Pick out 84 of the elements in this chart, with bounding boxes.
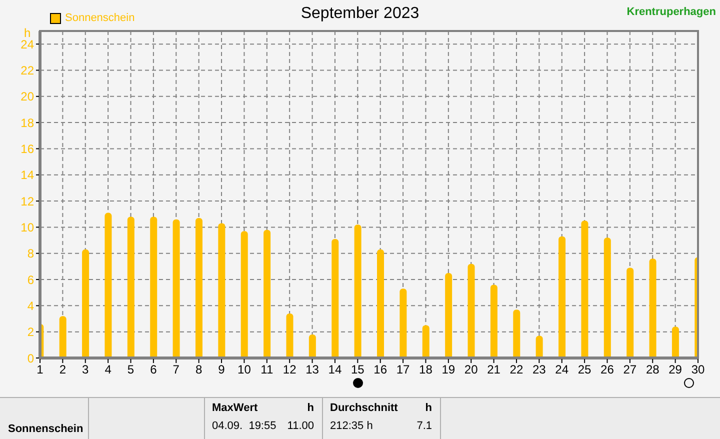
x-tick-label: 5 bbox=[127, 362, 134, 377]
bar bbox=[218, 223, 226, 358]
bar bbox=[127, 216, 134, 358]
x-tick-label: 8 bbox=[195, 362, 202, 377]
bar bbox=[82, 249, 90, 358]
x-tick-label: 25 bbox=[578, 362, 592, 377]
x-tick-label: 13 bbox=[306, 362, 320, 377]
bar bbox=[354, 224, 362, 358]
legend-label: Sonnenschein bbox=[65, 12, 135, 24]
x-tick-label: 24 bbox=[555, 362, 569, 377]
y-axis-title: h bbox=[24, 26, 31, 40]
x-tick-label: 2 bbox=[59, 362, 66, 377]
x-tick-label: 28 bbox=[646, 362, 660, 377]
text: 11.00 bbox=[287, 420, 314, 432]
x-tick-label: 22 bbox=[510, 362, 524, 377]
bar bbox=[332, 238, 339, 358]
y-tick-label: 8 bbox=[27, 246, 34, 261]
text: Sonnenschein bbox=[8, 423, 84, 435]
x-tick-label: 6 bbox=[150, 362, 158, 377]
y-tick-label: 12 bbox=[20, 194, 34, 208]
y-tick-label: 14 bbox=[20, 168, 34, 182]
x-tick-label: 19 bbox=[442, 362, 456, 377]
x-tick-label: 14 bbox=[328, 362, 342, 377]
bar bbox=[264, 230, 271, 358]
x-tick-label: 4 bbox=[104, 362, 112, 377]
y-tick-label: 24 bbox=[20, 37, 34, 52]
bar bbox=[377, 249, 384, 358]
text: 04.09. 19:55 bbox=[212, 420, 276, 432]
x-tick-label: 7 bbox=[172, 362, 180, 377]
bar bbox=[400, 288, 407, 358]
y-tick-label: 0 bbox=[27, 351, 34, 366]
text: h bbox=[307, 402, 314, 414]
x-tick-label: 9 bbox=[218, 362, 226, 377]
text: 212:35 h bbox=[330, 420, 373, 432]
y-tick-label: 18 bbox=[20, 116, 34, 130]
chart-title: September 2023 bbox=[300, 5, 420, 22]
x-tick-label: 20 bbox=[464, 362, 478, 377]
bar bbox=[649, 258, 656, 358]
x-tick-label: 30 bbox=[691, 362, 705, 377]
x-tick-label: 16 bbox=[374, 362, 388, 377]
x-tick-label: 18 bbox=[419, 362, 433, 377]
text: 7.1 bbox=[416, 420, 432, 432]
bar bbox=[468, 264, 475, 358]
y-tick-label: 20 bbox=[20, 90, 34, 104]
bar bbox=[490, 284, 498, 358]
bar bbox=[536, 336, 543, 358]
text: Durchschnitt bbox=[330, 402, 398, 414]
x-tick-label: 27 bbox=[623, 362, 637, 377]
bar bbox=[672, 326, 679, 358]
x-tick-label: 12 bbox=[282, 362, 297, 377]
bar bbox=[59, 316, 66, 358]
text: h bbox=[425, 402, 432, 414]
bar bbox=[558, 236, 566, 358]
bar bbox=[240, 231, 248, 358]
x-tick-label: 29 bbox=[668, 362, 682, 377]
y-tick-label: 2 bbox=[27, 325, 34, 340]
x-tick-label: 17 bbox=[396, 362, 410, 377]
bar bbox=[172, 219, 180, 358]
bar bbox=[604, 238, 611, 358]
bar bbox=[513, 310, 520, 358]
bar bbox=[195, 218, 202, 358]
bar bbox=[150, 216, 158, 358]
y-tick-label: 16 bbox=[20, 142, 34, 156]
text: Krentruperhagen bbox=[626, 6, 716, 18]
x-tick-label: 21 bbox=[487, 362, 501, 377]
x-tick-label: 3 bbox=[82, 362, 90, 377]
bar bbox=[286, 314, 294, 358]
x-tick-label: 1 bbox=[36, 362, 44, 377]
y-tick-label: 22 bbox=[20, 64, 34, 78]
y-tick-label: 10 bbox=[20, 220, 34, 234]
bar bbox=[422, 325, 430, 358]
x-tick-label: 26 bbox=[600, 362, 614, 377]
bar bbox=[581, 220, 588, 358]
text: MaxWert bbox=[212, 402, 258, 414]
y-tick-label: 4 bbox=[27, 298, 34, 313]
bar bbox=[626, 268, 634, 358]
x-tick-label: 11 bbox=[260, 362, 274, 377]
bar bbox=[445, 272, 452, 358]
y-tick-label: 6 bbox=[27, 272, 34, 287]
bar bbox=[308, 334, 316, 358]
bar bbox=[104, 212, 112, 358]
x-tick-label: 23 bbox=[532, 362, 546, 377]
x-tick-label: 15 bbox=[350, 362, 365, 377]
x-tick-label: 10 bbox=[238, 362, 252, 377]
